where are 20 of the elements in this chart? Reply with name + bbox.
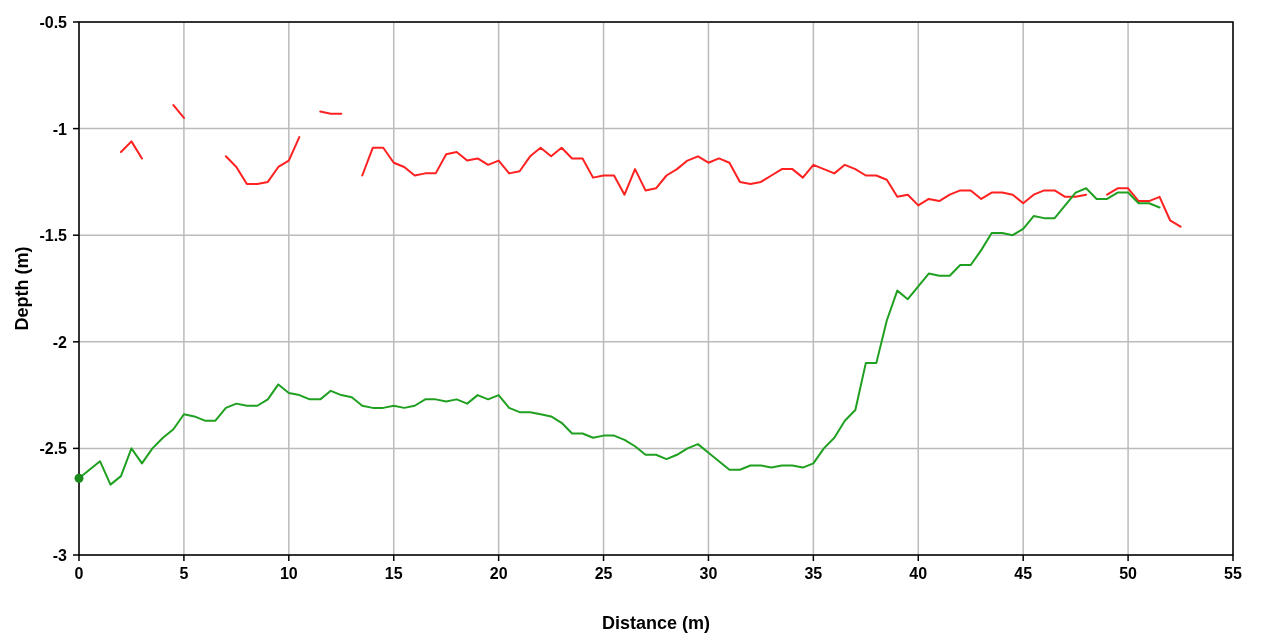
x-tick-label: 20 xyxy=(489,565,508,582)
x-tick-label: 25 xyxy=(594,565,613,582)
x-tick-label: 35 xyxy=(804,565,823,582)
y-tick-label: -1.5 xyxy=(39,227,68,245)
y-axis-title: Depth (m) xyxy=(12,246,32,331)
x-tick-label: 10 xyxy=(279,565,298,582)
y-tick-label: -3 xyxy=(52,547,68,564)
x-tick-label: 5 xyxy=(179,565,189,582)
x-tick-label: 50 xyxy=(1119,565,1138,582)
x-tick-label: 55 xyxy=(1224,565,1242,582)
y-tick-label: -2 xyxy=(52,333,68,351)
y-tick-label: -1 xyxy=(52,120,68,138)
x-tick-label: 15 xyxy=(384,565,403,582)
x-tick-label: 30 xyxy=(699,565,718,582)
x-tick-label: 40 xyxy=(909,565,928,582)
x-tick-label: 0 xyxy=(74,565,84,582)
y-tick-label: -0.5 xyxy=(39,14,68,31)
y-tick-label: -2.5 xyxy=(39,440,68,458)
x-axis-title: Distance (m) xyxy=(601,613,711,633)
x-tick-label: 45 xyxy=(1014,565,1033,582)
